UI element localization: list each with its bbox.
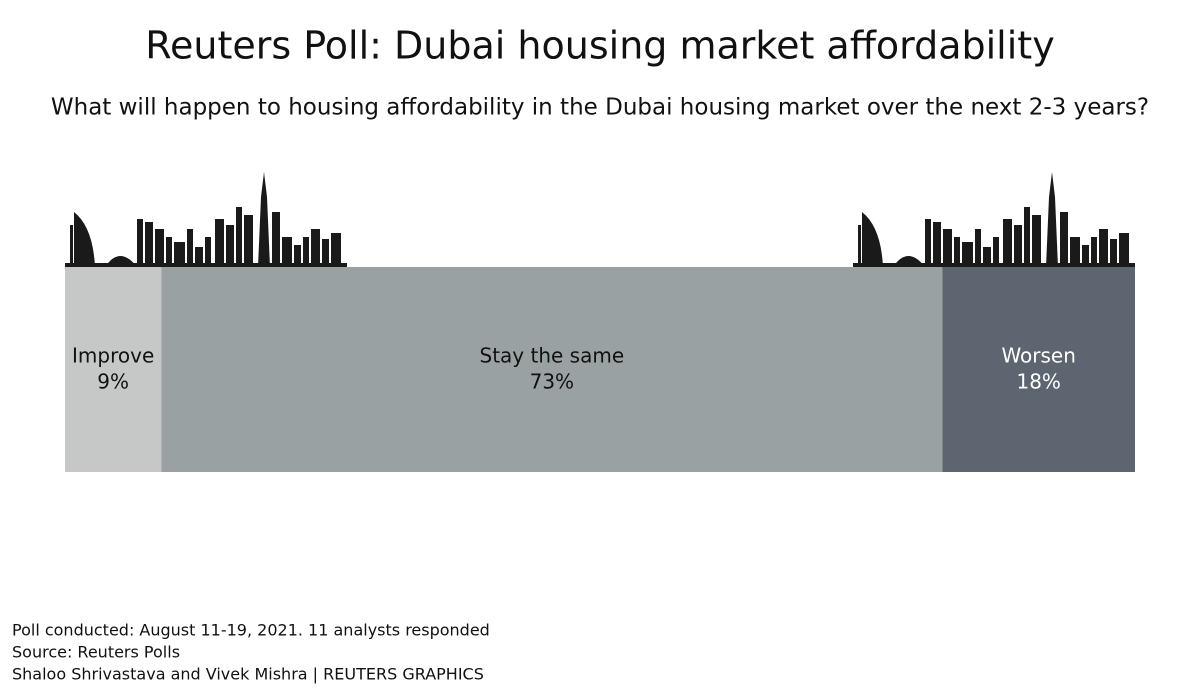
chart-subtitle: What will happen to housing affordabilit… xyxy=(51,95,1149,121)
segment-label: Stay the same xyxy=(480,344,625,368)
skyline xyxy=(65,172,347,268)
data-label: 18% xyxy=(1016,370,1060,394)
skyline xyxy=(853,172,1135,268)
footnote: Source: Reuters Polls xyxy=(12,643,180,662)
bar-segment xyxy=(942,267,1135,472)
footnote: Shaloo Shrivastava and Vivek Mishra | RE… xyxy=(12,665,484,684)
chart-title: Reuters Poll: Dubai housing market affor… xyxy=(145,24,1054,68)
data-label: 9% xyxy=(97,370,129,394)
data-label: 73% xyxy=(530,370,574,394)
footnote: Poll conducted: August 11-19, 2021. 11 a… xyxy=(12,621,490,640)
bar-segment xyxy=(161,267,943,472)
bar-segment xyxy=(65,267,162,472)
segment-label: Improve xyxy=(72,344,154,368)
segment-label: Worsen xyxy=(1001,344,1075,368)
